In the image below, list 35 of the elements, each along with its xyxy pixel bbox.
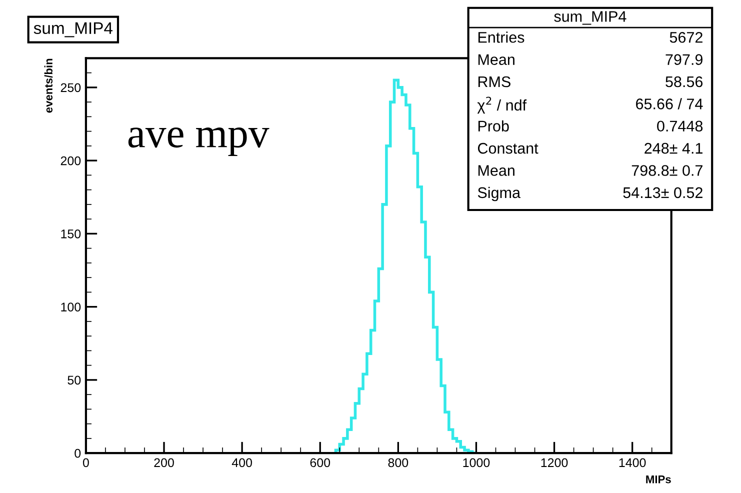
x-tick-label: 400 [232, 458, 252, 468]
x-tick-label: 1400 [619, 458, 646, 468]
annotation: 65.66 / 74 [636, 98, 703, 110]
x-tick-label: 1200 [541, 458, 568, 468]
x-tick-label: 200 [154, 458, 174, 468]
y-axis-title: events/bin [44, 58, 53, 113]
y-tick-label: 0 [74, 448, 81, 458]
annotation: 58.56 [666, 76, 703, 88]
annotation: Constant [478, 142, 538, 154]
x-tick-label: 800 [388, 458, 408, 468]
annotation: 248± 4.1 [644, 142, 702, 154]
y-tick-label: 100 [61, 302, 81, 312]
annotation: Mean [478, 54, 514, 65]
y-tick-label: 250 [60, 83, 81, 92]
annotation: Prob [478, 120, 509, 132]
x-tick-label: 0 [82, 458, 89, 468]
annotation: Mean [478, 165, 514, 176]
text: sum_MIP4 [554, 11, 626, 25]
y-tick-label: 150 [61, 229, 81, 238]
annotation: 54.13± 0.52 [623, 187, 702, 198]
annotation: χ$^{2}$ / ndf [477, 96, 527, 114]
annotation: 798.8± 0.7 [632, 165, 702, 176]
text: Entries [478, 32, 524, 43]
chart-title: sum_MIP4 [34, 22, 113, 38]
y-tick-label: 50 [68, 376, 81, 385]
annotation: RMS [478, 76, 510, 88]
x-tick-label: 600 [310, 458, 330, 468]
x-tick-label: 1000 [463, 458, 490, 468]
y-tick-label: 200 [60, 156, 81, 166]
annotation: 0.7448 [657, 120, 703, 132]
text: 5672 [670, 32, 702, 43]
x-axis-title: MIPs [646, 476, 671, 484]
annotation: 797.9 [666, 54, 702, 65]
annotation: ave mpv [128, 128, 270, 156]
annotation: Sigma [478, 186, 521, 202]
